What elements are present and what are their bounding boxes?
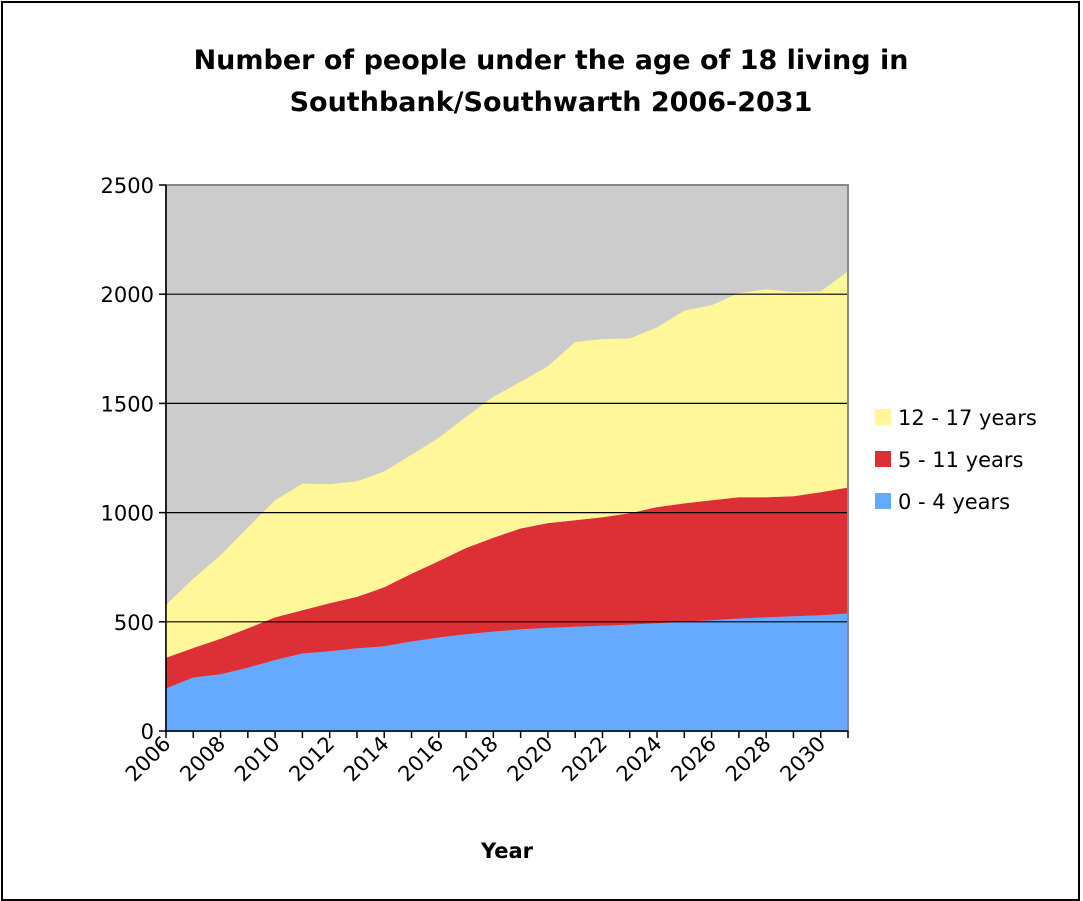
- chart-title-line-2: Southbank/Southwarth 2006-2031: [290, 87, 813, 118]
- gridlines: [166, 184, 849, 731]
- chart-title-line-1: Number of people under the age of 18 liv…: [194, 45, 909, 76]
- x-tick-label-2028: 2028: [721, 732, 776, 787]
- x-tick-label-2012: 2012: [284, 732, 339, 787]
- axes: [159, 184, 849, 738]
- area-series-1: [166, 487, 848, 689]
- x-tick-label-2014: 2014: [339, 732, 394, 787]
- x-tick-label-2026: 2026: [666, 732, 721, 787]
- x-tick-label-2030: 2030: [775, 732, 830, 787]
- legend-swatch-2: [875, 493, 891, 509]
- y-tick-label-2500: 2500: [101, 174, 154, 198]
- y-axis-tick-labels: 0 500 1000 1500 2000 2500: [101, 174, 154, 744]
- x-tick-label-2020: 2020: [503, 732, 558, 787]
- area-series-2: [166, 271, 848, 658]
- x-tick-label-2016: 2016: [394, 732, 449, 787]
- legend-label-1: 5 - 11 years: [898, 448, 1023, 472]
- x-tick-label-2024: 2024: [612, 732, 667, 787]
- x-tick-label-2022: 2022: [557, 732, 612, 787]
- x-tick-label-2018: 2018: [448, 732, 503, 787]
- x-axis-tick-labels: 2006 2008 2010 2012 2014 2016 2018 2020 2022 2024…: [121, 732, 830, 787]
- x-tick-label-2008: 2008: [175, 732, 230, 787]
- y-tick-label-500: 500: [114, 611, 154, 635]
- x-tick-label-2010: 2010: [230, 732, 285, 787]
- legend-swatch-0: [875, 409, 891, 425]
- legend-label-0: 12 - 17 years: [898, 406, 1037, 430]
- area-series-0: [166, 613, 848, 731]
- series-areas: [166, 271, 848, 731]
- legend: 12 - 17 years 5 - 11 years 0 - 4 years: [875, 406, 1037, 514]
- y-tick-label-1500: 1500: [101, 392, 154, 416]
- y-tick-label-0: 0: [141, 720, 154, 744]
- y-tick-label-1000: 1000: [101, 502, 154, 526]
- legend-label-2: 0 - 4 years: [898, 490, 1010, 514]
- x-axis-title: Year: [480, 839, 534, 863]
- legend-swatch-1: [875, 451, 891, 467]
- y-tick-label-2000: 2000: [101, 283, 154, 307]
